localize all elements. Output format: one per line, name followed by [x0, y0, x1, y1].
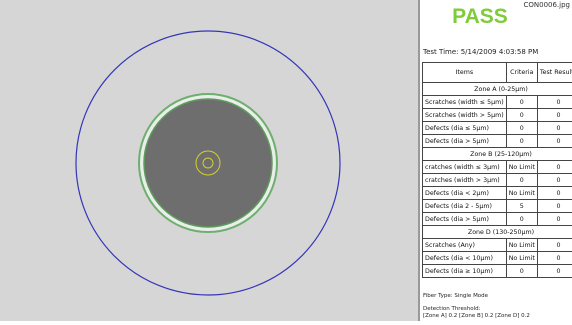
result: 0 [537, 200, 572, 213]
criteria: No Limit [506, 161, 537, 174]
threshold-title: Detection Threshold: [423, 306, 480, 312]
item: Defects (dia ≤ 5µm) [423, 122, 507, 135]
zone-row: Zone A (0-25µm) [423, 83, 572, 96]
item: Scratches (width > 5µm) [423, 109, 507, 122]
zone-row: Zone B (25-120µm) [423, 148, 572, 161]
item: cratches (width > 3µm) [423, 174, 507, 187]
result: 0 [537, 109, 572, 122]
criteria: 0 [506, 135, 537, 148]
result: 0 [537, 174, 572, 187]
result: 0 [537, 135, 572, 148]
header-cell: Test Results [537, 63, 572, 83]
result: 0 [537, 239, 572, 252]
item: cratches (width ≤ 3µm) [423, 161, 507, 174]
criteria: 0 [506, 174, 537, 187]
zone-row: Zone D (130-250µm) [423, 226, 572, 239]
result: 0 [537, 252, 572, 265]
criteria: 0 [506, 122, 537, 135]
item: Defects (dia < 10µm) [423, 252, 507, 265]
criteria: No Limit [506, 252, 537, 265]
criteria: No Limit [506, 239, 537, 252]
result: 0 [537, 96, 572, 109]
fiber-type: Fiber Type: Single Mode [423, 293, 488, 299]
cladding [144, 99, 272, 227]
header-cell: Criteria [506, 63, 537, 83]
result-panel: CON0006.jpg PASS Test Time: 5/14/2009 4:… [420, 0, 572, 321]
zone-title: Zone B (25-120µm) [423, 148, 572, 161]
result: 0 [537, 187, 572, 200]
criteria: 0 [506, 213, 537, 226]
result: 0 [537, 161, 572, 174]
status: PASS [420, 5, 540, 29]
item: Defects (dia 2 - 5µm) [423, 200, 507, 213]
result: 0 [537, 213, 572, 226]
item: Scratches (width ≤ 5µm) [423, 96, 507, 109]
item: Defects (dia > 5µm) [423, 135, 507, 148]
threshold: [Zone A] 0.2 [Zone B] 0.2 [Zone D] 0.2 [423, 313, 530, 319]
fiber-view [0, 0, 418, 321]
fiber-image [0, 0, 420, 321]
criteria: 0 [506, 109, 537, 122]
criteria: 0 [506, 265, 537, 278]
zone-title: Zone D (130-250µm) [423, 226, 572, 239]
item: Defects (dia ≥ 10µm) [423, 265, 507, 278]
zone-title: Zone A (0-25µm) [423, 83, 572, 96]
result: 0 [537, 265, 572, 278]
criteria: 5 [506, 200, 537, 213]
item: Scratches (Any) [423, 239, 507, 252]
result: 0 [537, 122, 572, 135]
header-cell: Items [423, 63, 507, 83]
criteria: No Limit [506, 187, 537, 200]
item: Defects (dia < 2µm) [423, 187, 507, 200]
item: Defects (dia > 5µm) [423, 213, 507, 226]
test-time: Test Time: 5/14/2009 4:03:58 PM [423, 48, 538, 56]
criteria: 0 [506, 96, 537, 109]
